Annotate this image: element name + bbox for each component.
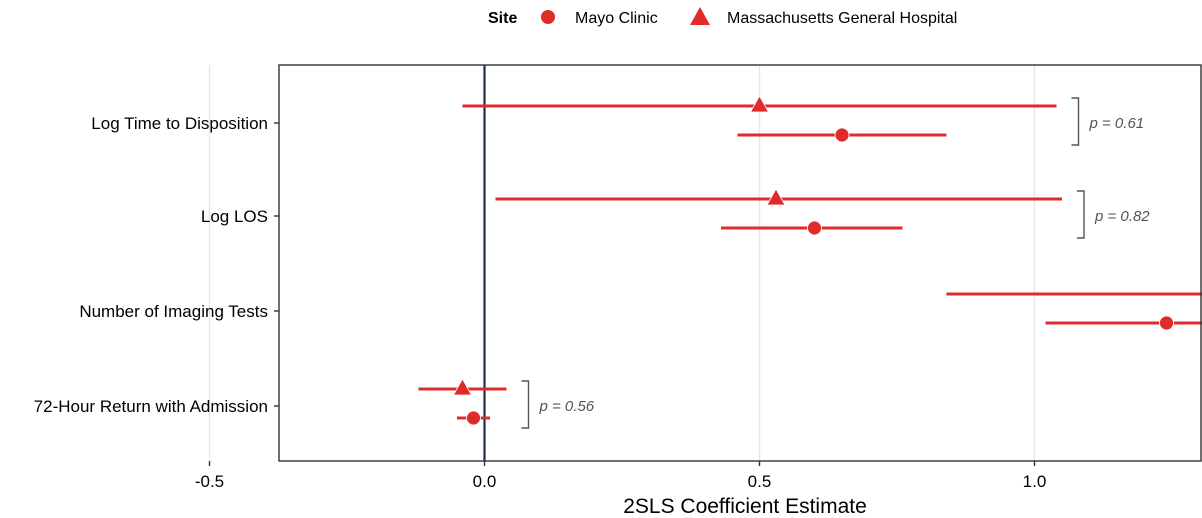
chart-marks: p = 0.61p = 0.82p = 0.66p = 0.56 bbox=[418, 95, 1202, 429]
x-axis-title: 2SLS Coefficient Estimate bbox=[623, 495, 867, 518]
p-value-label-3: p = 0.56 bbox=[539, 398, 595, 415]
x-tick-label-1: 0.0 bbox=[473, 472, 497, 491]
point-mayo-1 bbox=[807, 220, 822, 236]
y-tick-label-3: 72-Hour Return with Admission bbox=[34, 397, 268, 416]
point-mayo-2 bbox=[1159, 315, 1174, 331]
legend-triangle-marker bbox=[690, 7, 710, 25]
panel-border bbox=[278, 64, 1202, 462]
legend-label-mgh: Massachusetts General Hospital bbox=[727, 10, 957, 27]
x-tick-label-2: 0.5 bbox=[748, 472, 772, 491]
y-tick-label-2: Number of Imaging Tests bbox=[79, 302, 268, 321]
panel-background bbox=[279, 65, 1201, 461]
y-tick-label-1: Log LOS bbox=[201, 207, 268, 226]
legend-label-mayo: Mayo Clinic bbox=[575, 10, 658, 27]
comparison-bracket-3 bbox=[521, 380, 530, 429]
legend-circle-marker bbox=[541, 10, 555, 24]
y-tick-label-0: Log Time to Disposition bbox=[91, 114, 268, 133]
point-mayo-0 bbox=[834, 127, 850, 143]
comparison-bracket-0 bbox=[1071, 97, 1080, 146]
legend: Site Mayo Clinic Massachusetts General H… bbox=[488, 7, 957, 27]
x-axis: -0.50.00.51.01.52.0 bbox=[195, 461, 1047, 491]
x-tick-label-3: 1.0 bbox=[1023, 472, 1047, 491]
p-value-label-1: p = 0.82 bbox=[1094, 208, 1150, 225]
p-value-label-0: p = 0.61 bbox=[1089, 115, 1145, 132]
legend-title: Site bbox=[488, 10, 517, 27]
plot-panel: p = 0.61p = 0.82p = 0.66p = 0.56 bbox=[208, 64, 1202, 462]
point-mgh-0 bbox=[749, 95, 770, 113]
x-tick-label-0: -0.5 bbox=[195, 472, 224, 491]
point-mgh-1 bbox=[766, 188, 786, 206]
y-axis: Log Time to Disposition Log LOS Number of … bbox=[34, 114, 279, 416]
point-mgh-3 bbox=[452, 378, 473, 396]
comparison-bracket-1 bbox=[1077, 190, 1085, 239]
point-mayo-3 bbox=[466, 410, 481, 426]
